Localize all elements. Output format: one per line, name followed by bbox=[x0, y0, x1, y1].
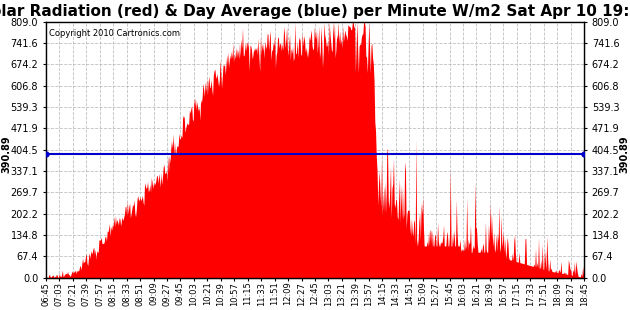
Title: Solar Radiation (red) & Day Average (blue) per Minute W/m2 Sat Apr 10 19:03: Solar Radiation (red) & Day Average (blu… bbox=[0, 4, 630, 19]
Text: 390.89: 390.89 bbox=[619, 135, 629, 173]
Text: 390.89: 390.89 bbox=[1, 135, 11, 173]
Text: Copyright 2010 Cartronics.com: Copyright 2010 Cartronics.com bbox=[49, 29, 180, 38]
